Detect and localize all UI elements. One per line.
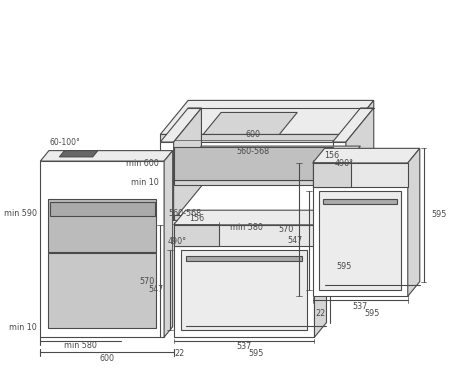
Text: 595: 595 bbox=[248, 349, 264, 358]
Text: 560-568: 560-568 bbox=[237, 147, 270, 156]
Polygon shape bbox=[174, 225, 315, 246]
Text: 547: 547 bbox=[288, 236, 303, 244]
Polygon shape bbox=[174, 225, 315, 337]
Polygon shape bbox=[174, 146, 360, 180]
Text: 537: 537 bbox=[236, 342, 252, 351]
Polygon shape bbox=[164, 151, 173, 337]
Polygon shape bbox=[174, 160, 349, 180]
Polygon shape bbox=[48, 253, 157, 328]
Polygon shape bbox=[174, 147, 333, 180]
Text: 537: 537 bbox=[352, 302, 368, 311]
Polygon shape bbox=[346, 101, 374, 142]
Polygon shape bbox=[181, 250, 307, 329]
Text: 490°: 490° bbox=[334, 159, 354, 168]
Polygon shape bbox=[48, 199, 157, 252]
Polygon shape bbox=[186, 256, 302, 261]
Polygon shape bbox=[174, 225, 219, 246]
Polygon shape bbox=[160, 108, 202, 142]
Polygon shape bbox=[40, 161, 164, 337]
Text: 595: 595 bbox=[336, 262, 351, 271]
Text: 22: 22 bbox=[315, 309, 326, 318]
Polygon shape bbox=[203, 112, 297, 134]
Text: 570: 570 bbox=[140, 276, 154, 286]
Text: 595: 595 bbox=[431, 210, 446, 220]
Polygon shape bbox=[50, 202, 154, 216]
Text: 60-100°: 60-100° bbox=[50, 138, 81, 148]
Polygon shape bbox=[313, 163, 351, 187]
Polygon shape bbox=[408, 148, 420, 296]
Polygon shape bbox=[174, 210, 327, 225]
Text: 600: 600 bbox=[246, 130, 261, 139]
Text: 156: 156 bbox=[324, 151, 339, 160]
Polygon shape bbox=[174, 215, 333, 220]
Polygon shape bbox=[160, 142, 174, 220]
Text: min 580: min 580 bbox=[230, 223, 263, 232]
Polygon shape bbox=[160, 134, 346, 142]
Text: 22: 22 bbox=[175, 349, 185, 358]
Text: 570: 570 bbox=[278, 225, 293, 234]
Text: 560-568: 560-568 bbox=[168, 209, 201, 218]
Text: min 10: min 10 bbox=[130, 178, 158, 187]
Polygon shape bbox=[346, 108, 374, 220]
Polygon shape bbox=[323, 199, 397, 204]
Polygon shape bbox=[333, 142, 346, 220]
Polygon shape bbox=[313, 163, 408, 187]
Text: 547: 547 bbox=[149, 285, 164, 294]
Polygon shape bbox=[333, 108, 374, 142]
Text: min 590: min 590 bbox=[4, 209, 36, 218]
Polygon shape bbox=[59, 151, 98, 157]
Text: 595: 595 bbox=[364, 309, 380, 318]
Polygon shape bbox=[40, 151, 173, 161]
Text: 600: 600 bbox=[99, 354, 114, 362]
Polygon shape bbox=[315, 210, 327, 337]
Text: 490°: 490° bbox=[168, 237, 187, 246]
Text: min 600: min 600 bbox=[126, 159, 158, 168]
Polygon shape bbox=[313, 163, 408, 296]
Polygon shape bbox=[174, 108, 202, 220]
Text: 156: 156 bbox=[189, 214, 204, 223]
Text: min 10: min 10 bbox=[9, 323, 36, 332]
Polygon shape bbox=[160, 101, 374, 134]
Polygon shape bbox=[313, 148, 420, 163]
Polygon shape bbox=[319, 191, 401, 290]
Text: min 580: min 580 bbox=[64, 341, 97, 350]
Polygon shape bbox=[174, 180, 333, 185]
